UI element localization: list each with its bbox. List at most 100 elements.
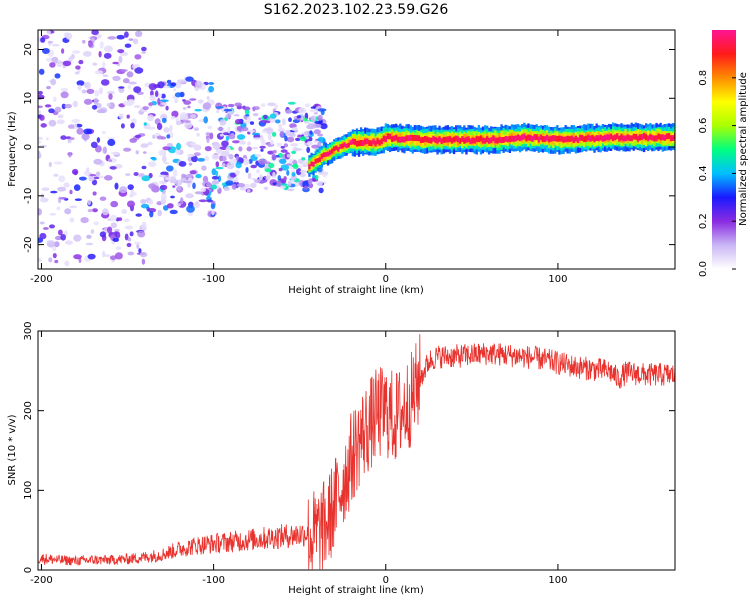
noise-speckle [280, 149, 288, 153]
noise-speckle [193, 127, 199, 131]
noise-speckle [304, 103, 311, 108]
noise-speckle [170, 195, 175, 199]
signal-segment [572, 137, 575, 144]
signal-segment [595, 135, 598, 141]
noise-speckle [163, 85, 171, 89]
noise-speckle [108, 93, 113, 100]
noise-speckle [303, 117, 308, 122]
noise-speckle [115, 231, 121, 239]
noise-speckle [107, 36, 117, 40]
noise-speckle [310, 106, 317, 109]
noise-speckle [81, 89, 87, 94]
x-tick-label: 100 [548, 274, 567, 285]
noise-speckle [229, 172, 237, 178]
noise-speckle [272, 149, 277, 154]
noise-speckle [270, 139, 274, 145]
noise-speckle [179, 197, 184, 205]
noise-speckle [156, 135, 164, 140]
signal-segment [417, 135, 421, 142]
noise-speckle [141, 258, 146, 265]
noise-speckle [127, 84, 131, 90]
signal-segment [452, 136, 456, 143]
x-tick-label: -200 [30, 274, 53, 285]
noise-speckle [38, 68, 45, 75]
noise-speckle [52, 253, 57, 259]
noise-speckle [279, 130, 285, 138]
signal-segment [585, 135, 588, 142]
noise-speckle [73, 254, 82, 260]
noise-speckle [160, 99, 169, 102]
noise-speckle [311, 144, 320, 149]
noise-speckle [91, 30, 99, 36]
signal-segment [446, 136, 449, 143]
noise-speckle [48, 257, 53, 263]
noise-speckle [238, 140, 246, 145]
noise-speckle [206, 96, 210, 100]
signal-segment [407, 135, 410, 142]
noise-speckle [150, 90, 154, 97]
noise-speckle [278, 167, 283, 172]
signal-segment [364, 138, 367, 145]
noise-speckle [40, 197, 49, 203]
noise-speckle [41, 187, 50, 191]
noise-speckle [247, 129, 256, 133]
colorbar-tick-label: 0.8 [698, 70, 709, 86]
noise-speckle [67, 124, 76, 129]
noise-speckle [117, 49, 125, 54]
signal-segment [622, 135, 625, 142]
noise-speckle [133, 86, 142, 93]
y-tick-label: 20 [23, 43, 34, 56]
signal-segment [440, 138, 443, 144]
noise-speckle [49, 224, 55, 229]
noise-speckle [80, 217, 89, 224]
noise-speckle [215, 102, 223, 110]
signal-segment [589, 135, 592, 142]
snr-axes: -200 -100 0 100 0 100 200 300 [23, 321, 675, 586]
noise-speckle [184, 121, 193, 129]
signal-segment [618, 135, 621, 142]
noise-speckle [186, 141, 191, 146]
noise-speckle [256, 169, 260, 173]
noise-speckle [117, 217, 123, 222]
noise-speckle [56, 60, 63, 68]
signal-segment [397, 136, 400, 143]
signal-segment [339, 144, 342, 149]
noise-speckle [268, 162, 275, 169]
noise-speckle [237, 183, 245, 188]
noise-speckle [122, 78, 130, 84]
noise-speckle [147, 208, 157, 213]
noise-speckle [130, 188, 134, 195]
noise-speckle [74, 71, 80, 75]
noise-speckle [124, 43, 132, 48]
noise-speckle [104, 175, 113, 181]
noise-speckle [215, 161, 220, 168]
noise-speckle [148, 102, 154, 107]
noise-speckle [42, 48, 50, 54]
signal-segment [457, 136, 460, 143]
signal-segment [583, 136, 586, 143]
signal-segment [634, 133, 637, 140]
signal-segment [562, 136, 565, 143]
noise-speckle [221, 140, 229, 147]
noise-speckle [132, 38, 139, 45]
noise-speckle [137, 230, 146, 238]
noise-speckle [280, 164, 290, 171]
signal-segment [504, 135, 507, 142]
signal-segment [413, 135, 416, 141]
signal-segment [498, 136, 501, 143]
signal-segment [448, 136, 452, 142]
signal-segment [560, 135, 563, 142]
noise-speckle [249, 121, 255, 125]
signal-segment [341, 143, 344, 149]
noise-speckle [259, 145, 266, 149]
noise-speckle [102, 61, 106, 69]
noise-speckle [49, 62, 56, 68]
noise-speckle [196, 132, 201, 137]
signal-segment [543, 136, 547, 142]
noise-speckle [141, 51, 146, 54]
signal-segment [519, 135, 522, 142]
noise-speckle [313, 111, 319, 115]
noise-speckle [161, 93, 166, 99]
noise-speckle [92, 62, 98, 66]
noise-speckle [309, 130, 313, 135]
